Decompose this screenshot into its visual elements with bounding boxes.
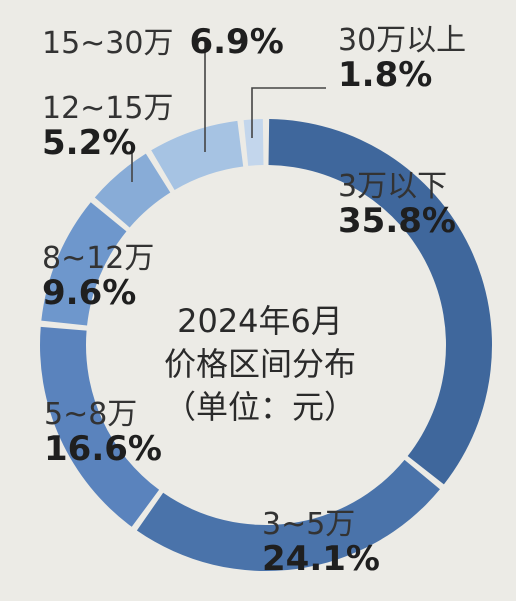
slice-label-2: 5~8万 16.6% bbox=[44, 398, 162, 468]
percent-label: 24.1% bbox=[262, 539, 380, 579]
percent-label: 1.8% bbox=[338, 55, 433, 95]
category-label: 30万以上 bbox=[338, 23, 467, 58]
slice-label-3: 8~12万 9.6% bbox=[42, 242, 154, 312]
percent-label: 6.9% bbox=[189, 22, 284, 62]
donut-slice-6 bbox=[243, 119, 264, 166]
category-label: 15~30万 bbox=[42, 26, 174, 61]
category-label: 8~12万 bbox=[42, 241, 155, 276]
leader-line-30-above bbox=[251, 87, 326, 138]
donut-slice-5 bbox=[151, 120, 244, 190]
percent-label: 9.6% bbox=[42, 273, 137, 313]
slice-label-6: 30万以上 1.8% bbox=[338, 24, 466, 94]
center-caption: 2024年6月 价格区间分布 （单位：元） bbox=[140, 300, 380, 430]
category-label: 3万以下 bbox=[338, 169, 448, 204]
donut-slice-2 bbox=[39, 326, 160, 527]
donut-slice-0 bbox=[268, 119, 493, 485]
percent-label: 35.8% bbox=[338, 201, 456, 241]
category-label: 12~15万 bbox=[42, 91, 174, 126]
slice-label-0: 3万以下 35.8% bbox=[338, 170, 456, 240]
chart-subtitle: 价格区间分布 bbox=[163, 345, 356, 384]
donut-slice-4 bbox=[94, 153, 171, 228]
donut-slice-1 bbox=[136, 459, 440, 571]
slice-label-4: 12~15万 5.2% bbox=[42, 92, 173, 162]
slice-label-5: 15~30万 6.9% bbox=[42, 22, 284, 62]
percent-label: 16.6% bbox=[44, 429, 162, 469]
percent-label: 5.2% bbox=[42, 123, 137, 163]
slice-label-1: 3~5万 24.1% bbox=[262, 508, 380, 578]
donut-slice-3 bbox=[41, 202, 127, 326]
unit-note: （单位：元） bbox=[163, 388, 356, 427]
chart-title: 2024年6月 bbox=[177, 302, 343, 340]
category-label: 3~5万 bbox=[262, 507, 356, 542]
category-label: 5~8万 bbox=[44, 397, 138, 432]
